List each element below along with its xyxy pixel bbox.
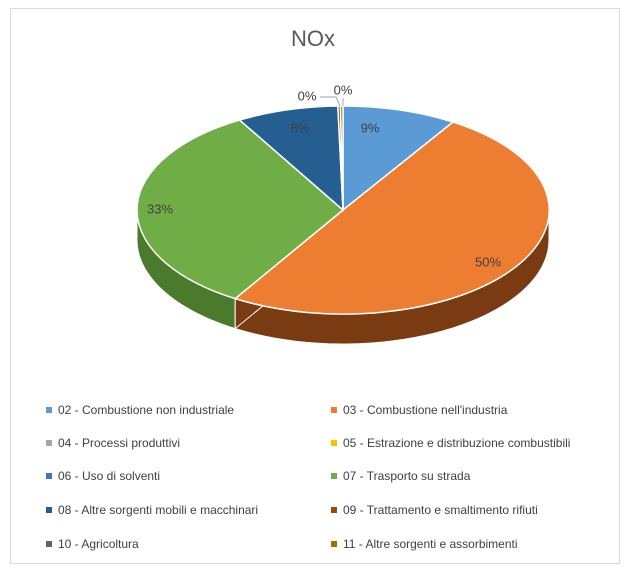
data-label-0: 9% <box>361 120 380 135</box>
leader-line-09 <box>320 96 341 107</box>
pie-slice-5 <box>136 119 345 300</box>
pie-slice-1 <box>233 121 550 315</box>
pie-slice-6 <box>238 105 344 212</box>
chart-title: NOx <box>291 26 335 51</box>
data-label-7: 0% <box>298 88 317 103</box>
data-label-1: 50% <box>475 254 501 269</box>
data-label-6: 8% <box>291 120 310 135</box>
data-label-9: 0% <box>334 82 353 97</box>
pie-slice-0 <box>342 105 455 212</box>
data-label-5: 33% <box>147 201 173 216</box>
